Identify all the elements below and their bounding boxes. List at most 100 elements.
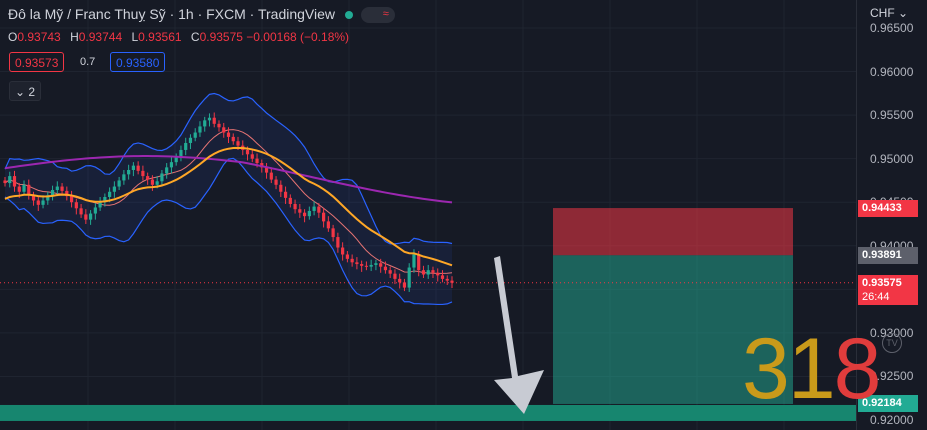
fast-moving-average [4,146,453,267]
upper-band [4,92,453,245]
candle-body [217,123,221,128]
candle-body [374,263,378,265]
candle-body [31,195,36,201]
price-tick: 0.93000 [870,325,914,340]
candle-body [226,132,231,137]
candle-body [160,173,164,182]
sell-button[interactable]: 0.93573 [9,52,65,72]
candle-body [50,190,55,196]
down-arrow-annotation [494,256,544,414]
candle-body [150,179,155,185]
candle-body [393,273,397,279]
buy-button[interactable]: 0.93580 [110,52,166,72]
ohlc-legend: O0.93743 H0.93744 L0.93561 C0.93575 −0.0… [8,30,355,44]
candle-body [60,186,64,191]
candle-body [46,195,50,201]
candle-body [93,207,97,214]
candle-body [188,137,193,143]
candle-body [146,176,150,180]
candle-body [326,221,330,229]
candle-body [274,179,278,185]
candle-body [184,142,188,150]
candle-body [141,170,145,177]
candle-body [317,206,321,213]
symbol-title: Đô la Mỹ / Franc Thuỵ Sỹ · 1h · FXCM · T… [8,6,336,22]
candle-body [331,228,335,238]
candle-body [136,165,140,171]
candle-body [341,247,345,255]
candle-body [426,270,430,275]
lower-band [4,157,453,306]
stop-loss-label[interactable]: 0.94433 [858,199,918,217]
candle-body [122,174,126,181]
current-price-label: 0.93575 26:44 [858,274,918,305]
current-price-value: 0.93575 [862,276,902,289]
candle-body [131,165,135,170]
candle-body [236,141,240,146]
candle-body [88,213,93,220]
candle-body [250,154,254,159]
candle-body [402,282,407,288]
slow-moving-average [4,155,453,204]
position-zones [0,208,856,421]
wave-toggle[interactable]: ≈ [360,7,395,24]
candle-body [231,136,235,142]
candle-body [17,186,21,192]
candle-body [207,117,212,121]
candle-body [388,270,392,274]
candle-body [203,120,207,127]
candle-body [55,186,59,191]
take-profit-label[interactable]: 0.92184 [858,395,918,413]
candle-body [398,278,402,283]
candle-body [69,196,74,203]
candle-body [440,275,445,279]
watermark-digits: 31 [742,321,836,417]
price-tick: 0.96500 [870,21,914,35]
candle-body [98,202,102,208]
take-profit-zone [553,255,793,404]
high-value: 0.93744 [78,30,123,44]
candle-body [345,254,349,259]
candle-body [245,149,250,155]
bar-countdown: 26:44 [862,290,890,303]
candle-body [312,206,316,211]
candle-body [8,176,12,184]
candle-body [298,209,302,213]
candle-body [41,200,45,205]
candle-body [12,176,17,187]
candle-body [360,264,364,266]
candle-body [417,254,421,271]
candle-body [36,200,40,205]
candle-body [350,258,354,263]
candle-body [322,212,326,222]
candle-body [369,264,373,267]
candle-body [355,262,359,265]
price-tick: 0.96000 [870,64,914,79]
candle-body [283,191,288,198]
candle-body [450,280,454,283]
price-axis-divider [856,0,857,430]
spread-value: 0.7 [80,56,96,68]
candle-body [74,202,78,209]
entry-label[interactable]: 0.93891 [858,246,918,264]
candle-body [193,132,197,138]
candle-body [407,267,411,288]
currency-selector[interactable]: CHF ⌄ [870,6,909,20]
candle-body [117,180,121,187]
candle-body [383,266,388,271]
candle-body [288,197,292,204]
price-tick: 0.92500 [870,369,914,384]
annotations [494,256,544,414]
market-open-dot [344,11,353,20]
candle-body [169,162,174,168]
low-value: 0.93561 [138,30,182,44]
candle-body [421,270,426,275]
candle-body [212,117,216,124]
collapse-indicators-button[interactable]: ⌄ 2 [9,81,41,101]
watermark-digit-8: 8 [833,321,882,417]
candle-body [65,190,69,197]
price-tick: 0.92000 [870,413,914,427]
chart-title: Đô la Mỹ / Franc Thuỵ Sỹ · 1h · FXCM · T… [8,6,395,24]
candle-body [103,196,107,203]
